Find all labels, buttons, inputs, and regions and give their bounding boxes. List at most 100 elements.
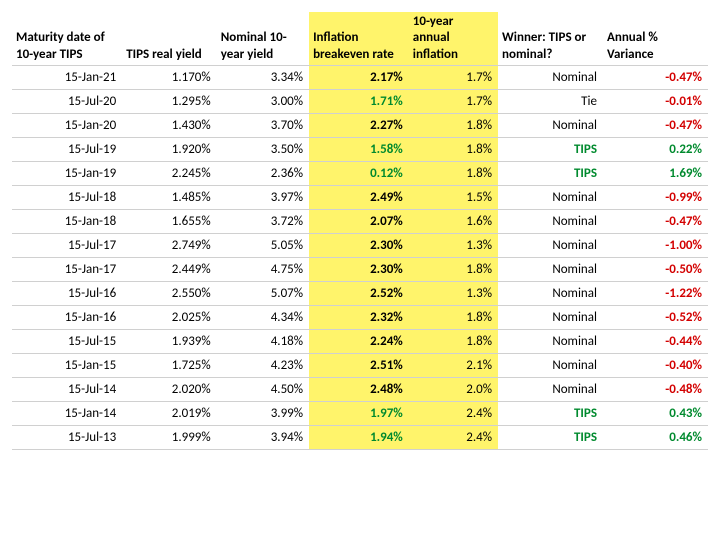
cell-variance: -0.01% [603,89,708,113]
cell-variance: -0.47% [603,209,708,233]
cell-breakeven: 2.24% [309,329,409,353]
table-row: 15-Jul-142.020%4.50%2.48%2.0%Nominal-0.4… [12,377,708,401]
cell-maturity: 15-Jul-16 [12,281,122,305]
cell-inflation: 1.8% [409,113,498,137]
cell-nominal: 3.50% [217,137,309,161]
cell-winner: Nominal [498,377,603,401]
table-row: 15-Jan-162.025%4.34%2.32%1.8%Nominal-0.5… [12,305,708,329]
cell-breakeven: 1.94% [309,425,409,449]
header-nominal: Nominal 10-year yield [217,12,309,65]
cell-real: 1.655% [122,209,216,233]
cell-nominal: 3.00% [217,89,309,113]
cell-real: 2.245% [122,161,216,185]
table-row: 15-Jan-181.655%3.72%2.07%1.6%Nominal-0.4… [12,209,708,233]
cell-maturity: 15-Jul-13 [12,425,122,449]
cell-winner: Nominal [498,65,603,89]
cell-variance: -1.22% [603,281,708,305]
cell-variance: -0.50% [603,257,708,281]
cell-inflation: 1.8% [409,137,498,161]
cell-maturity: 15-Jul-20 [12,89,122,113]
cell-variance: 0.46% [603,425,708,449]
table-row: 15-Jul-131.999%3.94%1.94%2.4%TIPS0.46% [12,425,708,449]
cell-maturity: 15-Jan-20 [12,113,122,137]
cell-inflation: 2.4% [409,401,498,425]
table-body: 15-Jan-211.170%3.34%2.17%1.7%Nominal-0.4… [12,65,708,449]
cell-real: 1.999% [122,425,216,449]
table-row: 15-Jan-192.245%2.36%0.12%1.8%TIPS1.69% [12,161,708,185]
cell-inflation: 1.8% [409,257,498,281]
cell-winner: Nominal [498,281,603,305]
cell-winner: Nominal [498,113,603,137]
cell-winner: Nominal [498,233,603,257]
cell-inflation: 2.1% [409,353,498,377]
table-row: 15-Jan-151.725%4.23%2.51%2.1%Nominal-0.4… [12,353,708,377]
cell-maturity: 15-Jul-14 [12,377,122,401]
cell-maturity: 15-Jan-18 [12,209,122,233]
cell-breakeven: 2.52% [309,281,409,305]
table-row: 15-Jan-211.170%3.34%2.17%1.7%Nominal-0.4… [12,65,708,89]
cell-nominal: 5.07% [217,281,309,305]
header-variance: Annual % Variance [603,12,708,65]
header-winner: Winner: TIPS or nominal? [498,12,603,65]
cell-maturity: 15-Jan-15 [12,353,122,377]
header-inflation: 10-year annual inflation [409,12,498,65]
cell-inflation: 1.5% [409,185,498,209]
cell-maturity: 15-Jul-19 [12,137,122,161]
cell-maturity: 15-Jan-14 [12,401,122,425]
cell-variance: -0.52% [603,305,708,329]
cell-real: 1.485% [122,185,216,209]
cell-inflation: 1.7% [409,89,498,113]
cell-real: 2.020% [122,377,216,401]
cell-maturity: 15-Jan-17 [12,257,122,281]
cell-variance: -0.40% [603,353,708,377]
cell-nominal: 3.34% [217,65,309,89]
cell-breakeven: 1.71% [309,89,409,113]
cell-variance: -0.99% [603,185,708,209]
cell-nominal: 4.34% [217,305,309,329]
cell-nominal: 4.75% [217,257,309,281]
cell-winner: TIPS [498,137,603,161]
cell-winner: TIPS [498,161,603,185]
cell-real: 2.025% [122,305,216,329]
cell-variance: -0.44% [603,329,708,353]
cell-variance: 0.43% [603,401,708,425]
cell-maturity: 15-Jul-17 [12,233,122,257]
cell-nominal: 3.70% [217,113,309,137]
cell-variance: 0.22% [603,137,708,161]
cell-inflation: 1.3% [409,281,498,305]
table-row: 15-Jan-201.430%3.70%2.27%1.8%Nominal-0.4… [12,113,708,137]
cell-nominal: 4.18% [217,329,309,353]
cell-inflation: 2.0% [409,377,498,401]
cell-breakeven: 2.32% [309,305,409,329]
cell-winner: TIPS [498,425,603,449]
cell-inflation: 2.4% [409,425,498,449]
table-row: 15-Jul-201.295%3.00%1.71%1.7%Tie-0.01% [12,89,708,113]
cell-maturity: 15-Jul-15 [12,329,122,353]
table-header: Maturity date of 10-year TIPS TIPS real … [12,12,708,65]
cell-variance: 1.69% [603,161,708,185]
header-real: TIPS real yield [122,12,216,65]
cell-breakeven: 2.49% [309,185,409,209]
cell-winner: TIPS [498,401,603,425]
cell-winner: Nominal [498,305,603,329]
table-row: 15-Jul-151.939%4.18%2.24%1.8%Nominal-0.4… [12,329,708,353]
cell-inflation: 1.6% [409,209,498,233]
cell-real: 1.920% [122,137,216,161]
cell-variance: -0.48% [603,377,708,401]
cell-winner: Nominal [498,257,603,281]
cell-breakeven: 0.12% [309,161,409,185]
cell-real: 2.749% [122,233,216,257]
cell-breakeven: 1.58% [309,137,409,161]
cell-nominal: 3.72% [217,209,309,233]
cell-winner: Nominal [498,353,603,377]
cell-maturity: 15-Jan-16 [12,305,122,329]
cell-winner: Nominal [498,185,603,209]
cell-nominal: 3.97% [217,185,309,209]
cell-real: 2.449% [122,257,216,281]
cell-real: 1.939% [122,329,216,353]
header-maturity: Maturity date of 10-year TIPS [12,12,122,65]
cell-variance: -1.00% [603,233,708,257]
cell-nominal: 4.23% [217,353,309,377]
cell-real: 2.019% [122,401,216,425]
cell-maturity: 15-Jul-18 [12,185,122,209]
